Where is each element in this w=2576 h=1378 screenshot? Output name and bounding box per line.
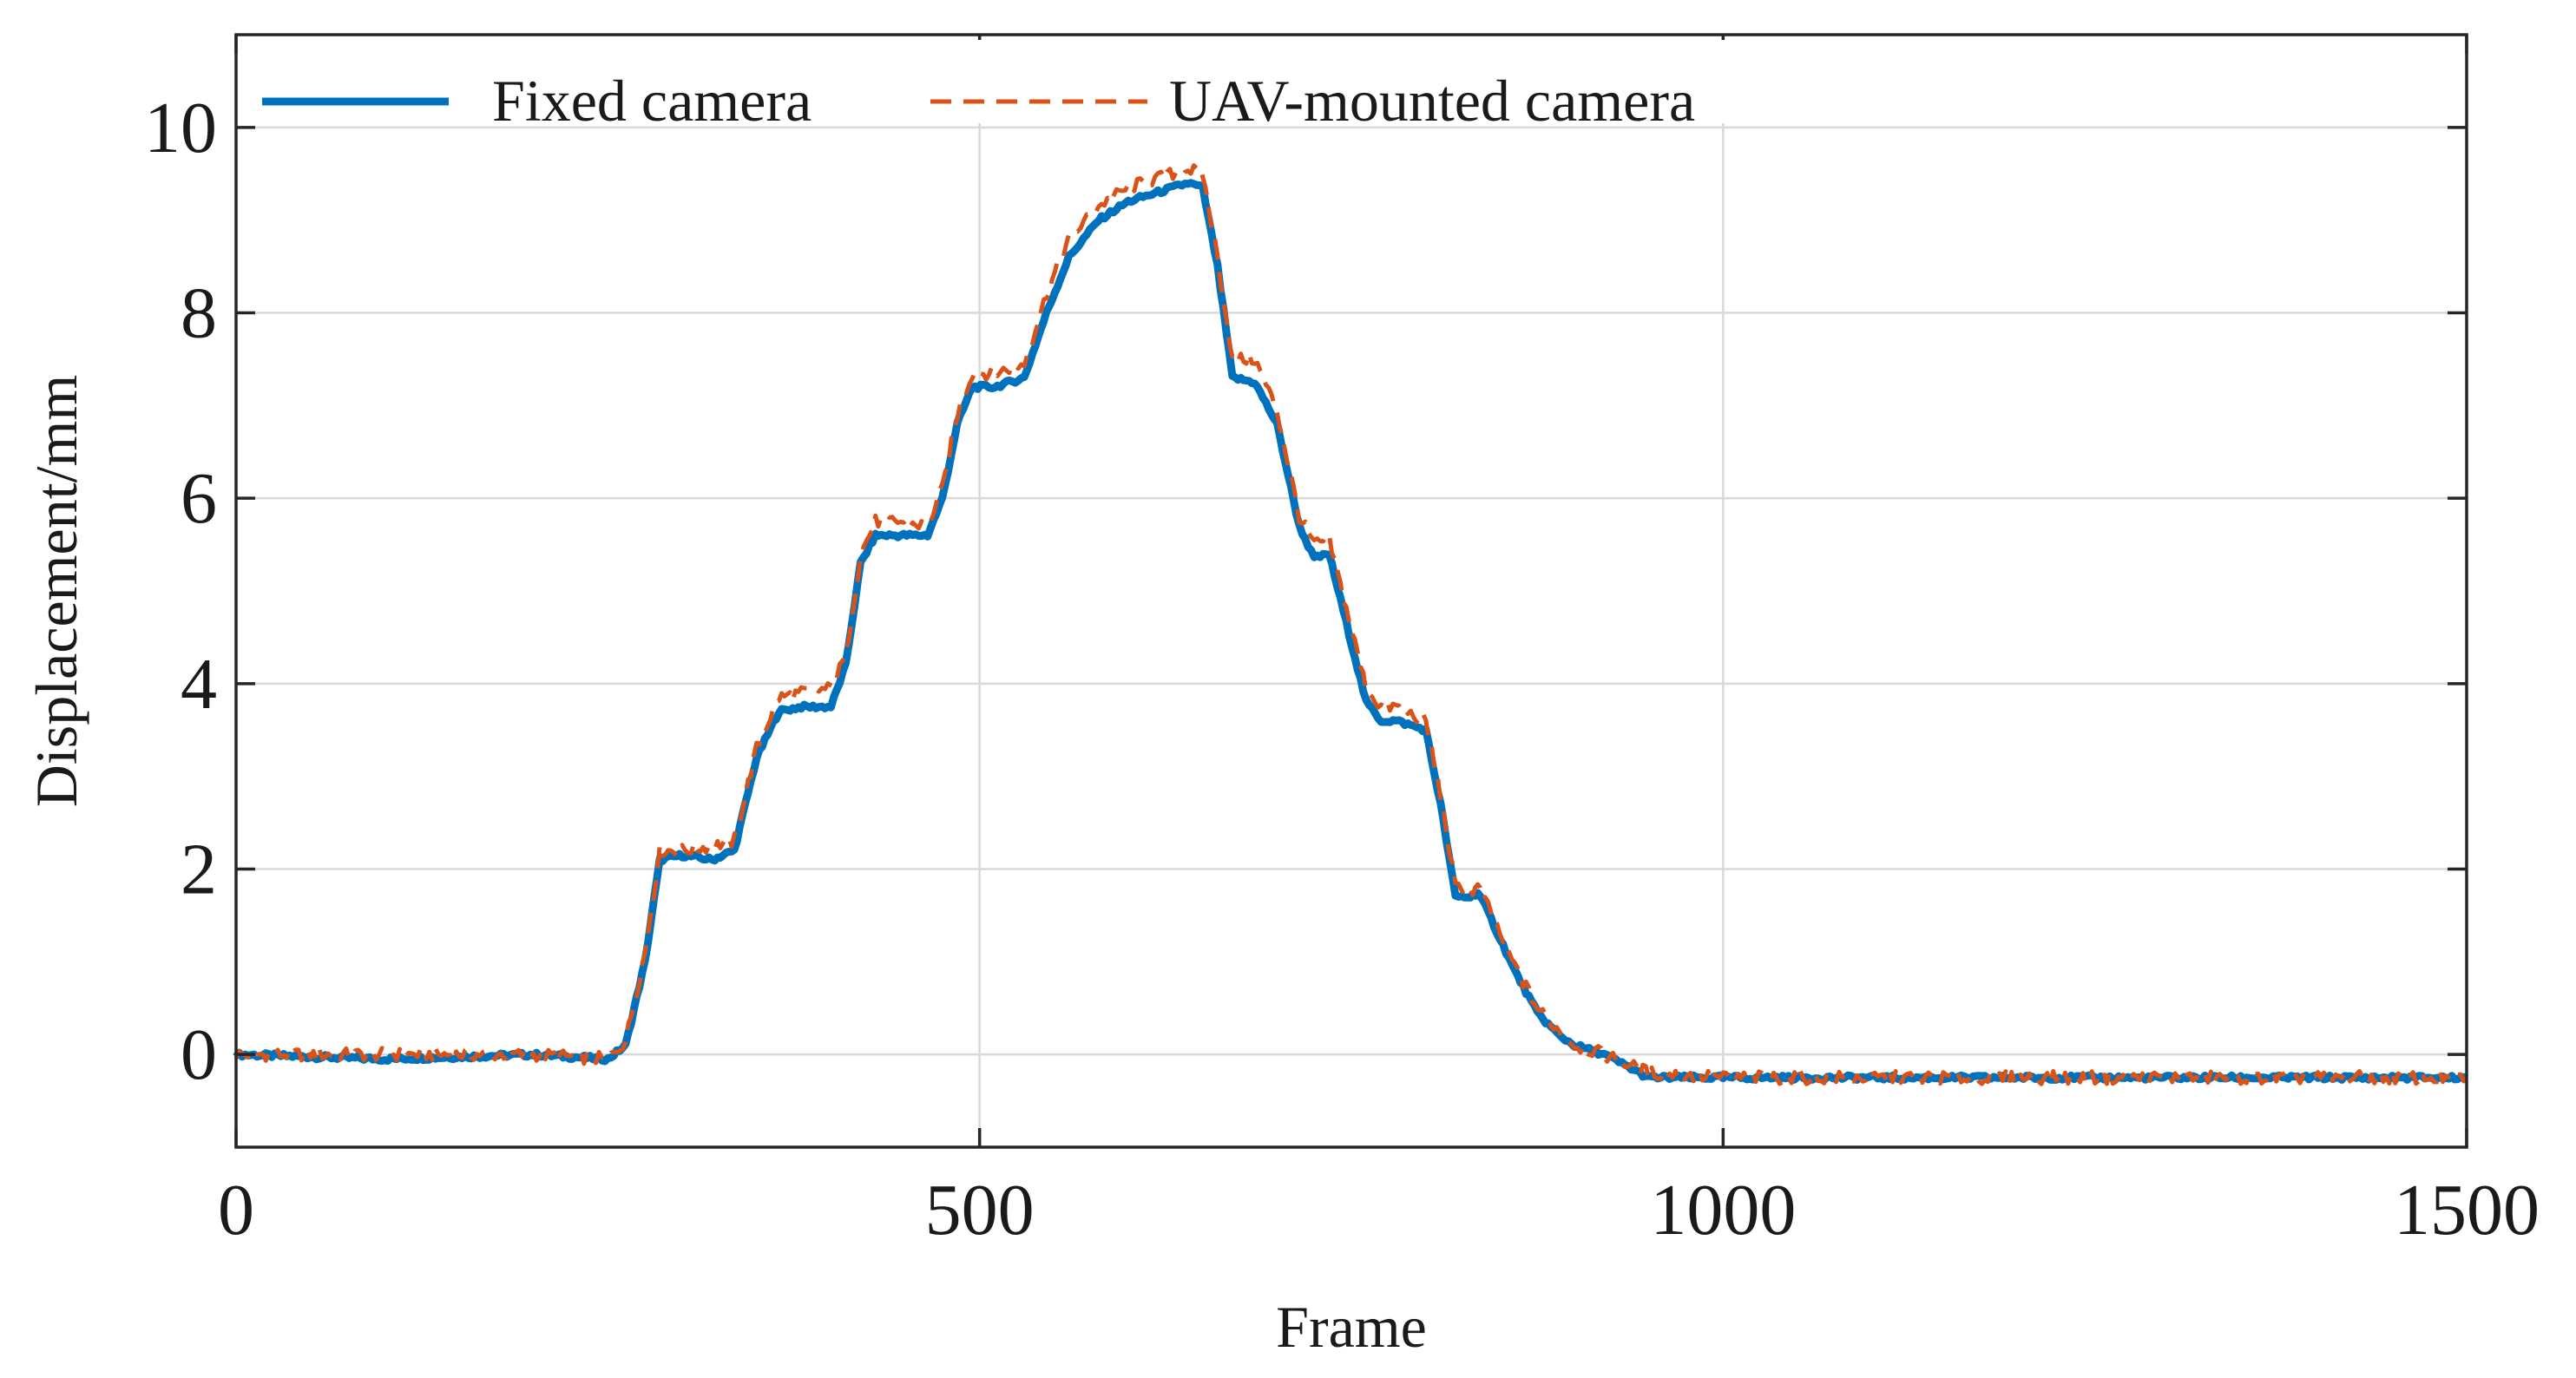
plot-frame xyxy=(234,33,2468,1149)
y-tick-label-2: 2 xyxy=(181,830,217,910)
legend-label-uav-camera: UAV-mounted camera xyxy=(1169,68,1695,134)
x-tick-label-0: 0 xyxy=(218,1170,254,1250)
series-line-uav-camera xyxy=(233,163,2468,1086)
grid-lines xyxy=(236,35,2467,1147)
legend-label-fixed-camera: Fixed camera xyxy=(492,68,812,134)
x-tick-label-1000: 1000 xyxy=(1650,1170,1796,1250)
series-lines xyxy=(233,163,2469,1086)
legend-box xyxy=(241,40,1821,123)
y-tick-label-6: 6 xyxy=(181,458,217,539)
y-tick-label-10: 10 xyxy=(144,88,217,168)
x-tick-label-500: 500 xyxy=(925,1170,1035,1250)
x-tick-label-1500: 1500 xyxy=(2394,1170,2540,1250)
y-tick-label-4: 4 xyxy=(181,644,217,725)
legend: Fixed camera UAV-mounted camera xyxy=(241,40,1821,134)
y-tick-label-0: 0 xyxy=(181,1014,217,1095)
y-axis-title: Displacement/mm xyxy=(23,375,89,808)
axis-ticks: 0 500 1000 1500 0 2 4 6 8 10 xyxy=(144,35,2540,1250)
series-line-fixed-camera xyxy=(233,179,2469,1084)
x-axis-title: Frame xyxy=(1276,1294,1427,1360)
y-tick-label-8: 8 xyxy=(181,273,217,354)
